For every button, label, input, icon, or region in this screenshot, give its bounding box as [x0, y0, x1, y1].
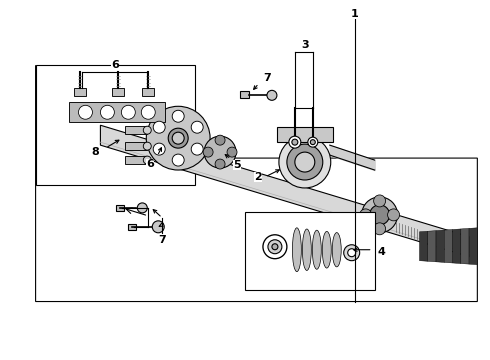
- Circle shape: [215, 135, 225, 145]
- Circle shape: [369, 205, 390, 225]
- Circle shape: [374, 223, 386, 235]
- Circle shape: [203, 147, 213, 157]
- Bar: [240, 91, 249, 98]
- Bar: [245, 212, 375, 289]
- Circle shape: [100, 105, 114, 119]
- Circle shape: [137, 203, 147, 213]
- Circle shape: [215, 159, 225, 169]
- Text: 5: 5: [233, 160, 241, 170]
- Circle shape: [272, 244, 278, 250]
- Circle shape: [143, 142, 151, 150]
- Polygon shape: [469, 228, 477, 265]
- Circle shape: [308, 137, 318, 147]
- Bar: [36, 66, 195, 185]
- Text: 7: 7: [263, 73, 271, 84]
- Circle shape: [143, 156, 151, 164]
- Polygon shape: [453, 229, 461, 264]
- Ellipse shape: [332, 233, 341, 267]
- Ellipse shape: [293, 228, 301, 272]
- Circle shape: [362, 197, 397, 233]
- Circle shape: [267, 90, 277, 100]
- Polygon shape: [436, 230, 444, 262]
- Circle shape: [147, 106, 210, 170]
- Text: 4: 4: [378, 247, 386, 257]
- Polygon shape: [125, 142, 147, 150]
- Ellipse shape: [322, 231, 331, 268]
- Ellipse shape: [312, 230, 321, 269]
- Circle shape: [141, 105, 155, 119]
- Bar: [112, 88, 124, 96]
- Circle shape: [279, 136, 331, 188]
- Circle shape: [295, 152, 315, 172]
- Polygon shape: [428, 231, 436, 262]
- Circle shape: [310, 140, 315, 145]
- Ellipse shape: [302, 229, 311, 270]
- Circle shape: [172, 110, 184, 122]
- Circle shape: [343, 245, 360, 261]
- Polygon shape: [69, 102, 165, 122]
- Circle shape: [227, 147, 237, 157]
- Polygon shape: [125, 156, 147, 164]
- Circle shape: [172, 132, 184, 144]
- Circle shape: [122, 105, 135, 119]
- Text: 7: 7: [158, 235, 166, 245]
- Text: 8: 8: [92, 147, 99, 157]
- Polygon shape: [419, 231, 428, 261]
- Circle shape: [168, 128, 188, 148]
- Circle shape: [388, 209, 399, 221]
- Text: 2: 2: [254, 172, 262, 182]
- Polygon shape: [461, 228, 469, 264]
- Bar: [116, 205, 124, 211]
- Circle shape: [268, 240, 282, 254]
- Circle shape: [204, 136, 236, 168]
- Circle shape: [348, 249, 356, 257]
- Bar: [74, 88, 86, 96]
- Polygon shape: [100, 125, 469, 257]
- Circle shape: [78, 105, 93, 119]
- Circle shape: [153, 121, 165, 133]
- Circle shape: [191, 121, 203, 133]
- Text: 6: 6: [111, 60, 119, 71]
- Circle shape: [143, 126, 151, 134]
- Circle shape: [191, 143, 203, 155]
- Bar: [142, 88, 154, 96]
- Polygon shape: [277, 127, 333, 142]
- Circle shape: [374, 195, 386, 207]
- Text: 1: 1: [351, 9, 359, 19]
- Circle shape: [287, 144, 323, 180]
- Circle shape: [152, 221, 164, 233]
- Circle shape: [289, 136, 301, 148]
- Circle shape: [172, 154, 184, 166]
- Polygon shape: [125, 126, 147, 134]
- Polygon shape: [444, 230, 453, 263]
- Text: 6: 6: [147, 159, 154, 169]
- Text: 3: 3: [301, 40, 309, 50]
- Circle shape: [360, 209, 371, 221]
- Circle shape: [153, 143, 165, 155]
- Bar: [128, 224, 136, 230]
- Circle shape: [292, 139, 298, 145]
